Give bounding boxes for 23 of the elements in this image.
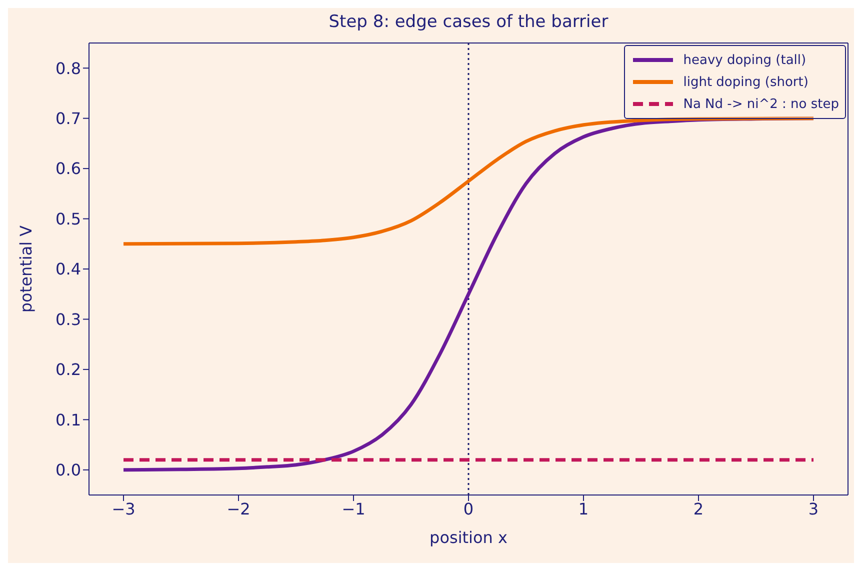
y-tick-label: 0.1	[56, 410, 81, 430]
y-tick-label: 0.7	[56, 109, 81, 128]
legend-label: Na Nd -> ni^2 : no step	[683, 96, 839, 112]
y-tick-label: 0.8	[56, 58, 81, 78]
y-tick-label: 0.4	[56, 260, 81, 279]
x-tick-label: −3	[112, 499, 136, 518]
x-tick-label: 1	[578, 499, 589, 518]
y-tick-label: 0.5	[56, 209, 81, 228]
y-tick-label: 0.6	[56, 159, 81, 178]
y-axis-title: potential V	[16, 225, 36, 313]
line-series	[122, 116, 816, 246]
legend-label: light doping (short)	[683, 74, 808, 90]
y-tick-label: 0.2	[56, 360, 81, 380]
x-tick-label: −2	[226, 499, 250, 518]
x-tick-label: 3	[808, 499, 819, 518]
x-axis-title: position x	[430, 528, 508, 547]
y-tick-label: 0.0	[56, 460, 81, 480]
chart-title: Step 8: edge cases of the barrier	[328, 12, 610, 32]
x-tick-label: 2	[693, 499, 704, 518]
y-tick-label: 0.3	[56, 310, 81, 329]
legend-label: heavy doping (tall)	[683, 52, 806, 68]
x-tick-label: 0	[463, 499, 474, 518]
x-tick-label: −1	[342, 499, 366, 518]
